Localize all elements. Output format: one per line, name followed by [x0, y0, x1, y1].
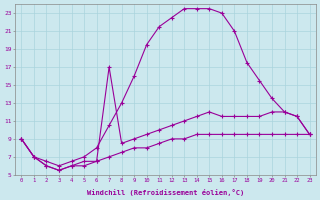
X-axis label: Windchill (Refroidissement éolien,°C): Windchill (Refroidissement éolien,°C)	[87, 189, 244, 196]
